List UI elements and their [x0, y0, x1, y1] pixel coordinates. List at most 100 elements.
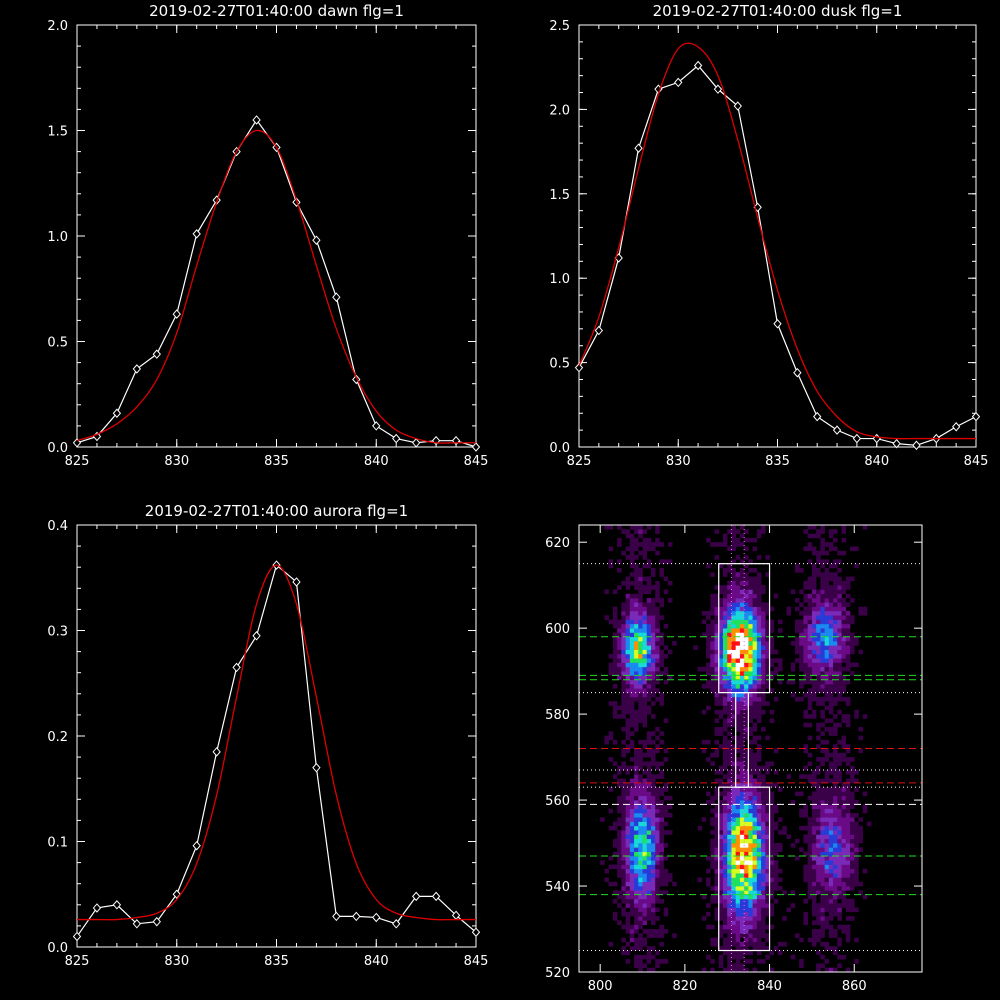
heatmap-cell — [735, 761, 741, 766]
heatmap-cell — [706, 610, 711, 616]
heatmap-cell — [845, 653, 851, 659]
heatmap-cell — [718, 898, 724, 904]
heatmap-cell — [748, 812, 753, 818]
heatmap-cell — [820, 868, 825, 874]
heatmap-cell — [845, 718, 851, 724]
heatmap-cell — [756, 628, 762, 633]
heatmap-cell — [824, 890, 830, 895]
heatmap-cell — [752, 658, 758, 663]
heatmap-cell — [714, 675, 720, 681]
heatmap-cell — [638, 804, 643, 809]
heatmap-cell — [722, 838, 728, 844]
heatmap-cell — [765, 843, 770, 848]
heatmap-cell — [837, 787, 842, 792]
heatmap-cell — [722, 894, 728, 900]
heatmap-cell — [761, 778, 766, 784]
heatmap-cell — [642, 894, 648, 900]
heatmap-cell — [799, 791, 804, 797]
heatmap-cell — [752, 894, 758, 900]
heatmap-cell — [752, 941, 758, 947]
heatmap-cell — [816, 559, 821, 564]
heatmap-cell — [646, 602, 652, 607]
heatmap-cell — [655, 610, 660, 616]
heatmap-cell — [659, 804, 664, 809]
heatmap-cell — [820, 709, 825, 715]
heatmap-cell — [735, 641, 741, 646]
heatmap-cell — [833, 929, 838, 934]
heatmap-cell — [837, 808, 842, 814]
heatmap-cell — [638, 894, 643, 900]
heatmap-cell — [617, 808, 622, 814]
heatmap-cell — [655, 679, 660, 685]
heatmap-cell — [722, 718, 728, 724]
heatmap-cell — [820, 593, 825, 599]
heatmap-cell — [820, 933, 825, 938]
heatmap-cell — [765, 555, 770, 560]
heatmap-cell — [646, 649, 652, 655]
heatmap-cell — [621, 881, 626, 887]
heatmap-cell — [629, 873, 635, 878]
heatmap-cell — [727, 881, 732, 887]
heatmap-cell — [714, 791, 720, 797]
heatmap-cell — [845, 877, 851, 883]
heatmap-cell — [735, 929, 741, 934]
heatmap-cell — [752, 727, 758, 732]
heatmap-cell — [820, 610, 825, 616]
heatmap-cell — [828, 563, 834, 569]
heatmap-cell — [722, 675, 728, 681]
heatmap-cell — [765, 658, 770, 663]
heatmap-cell — [650, 821, 656, 827]
heatmap-cell — [621, 873, 626, 878]
heatmap-cell — [739, 645, 745, 650]
heatmap-cell — [646, 873, 652, 878]
heatmap-cell — [854, 709, 859, 715]
heatmap-cell — [748, 950, 753, 956]
heatmap-cell — [824, 606, 830, 612]
heatmap-cell — [752, 705, 758, 711]
heatmap-cell — [765, 632, 770, 638]
heatmap-cell — [824, 817, 830, 822]
heatmap-cell — [650, 632, 656, 638]
heatmap-cell — [642, 838, 648, 844]
heatmap-cell — [642, 653, 648, 659]
heatmap-cell — [655, 838, 660, 844]
heatmap-cell — [841, 606, 847, 612]
heatmap-cell — [833, 546, 838, 552]
heatmap-cell — [739, 572, 745, 577]
heatmap-cell — [718, 679, 724, 685]
heatmap-cell — [650, 812, 656, 818]
heatmap-cell — [731, 589, 736, 595]
heatmap-cell — [667, 804, 673, 809]
heatmap-cell — [803, 606, 808, 612]
heatmap-cell — [731, 666, 736, 672]
heatmap-cell — [765, 675, 770, 681]
heatmap-cell — [739, 924, 745, 930]
heatmap-cell — [841, 666, 847, 672]
heatmap-cell — [659, 855, 664, 861]
heatmap-cell — [765, 787, 770, 792]
heatmap-cell — [718, 903, 724, 908]
heatmap-cell — [748, 864, 753, 870]
heatmap-cell — [646, 907, 652, 913]
heatmap-cell — [621, 658, 626, 663]
heatmap-cell — [820, 808, 825, 814]
heatmap-cell — [621, 641, 626, 646]
heatmap-cell — [824, 649, 830, 655]
heatmap-cell — [807, 696, 813, 702]
heatmap-cell — [621, 602, 626, 607]
heatmap-cell — [617, 795, 622, 801]
heatmap-cell — [850, 632, 855, 638]
heatmap-cell — [718, 666, 724, 672]
heatmap-cell — [722, 808, 728, 814]
heatmap-cell — [811, 628, 817, 633]
heatmap-cell — [845, 761, 851, 766]
heatmap-cell — [634, 567, 639, 573]
heatmap-cell — [803, 546, 808, 552]
heatmap-cell — [811, 890, 817, 895]
heatmap-cell — [634, 911, 639, 917]
heatmap-cell — [854, 812, 859, 818]
heatmap-cell — [752, 653, 758, 659]
heatmap-cell — [638, 873, 643, 878]
heatmap-cell — [824, 598, 830, 603]
heatmap-cell — [706, 649, 711, 655]
